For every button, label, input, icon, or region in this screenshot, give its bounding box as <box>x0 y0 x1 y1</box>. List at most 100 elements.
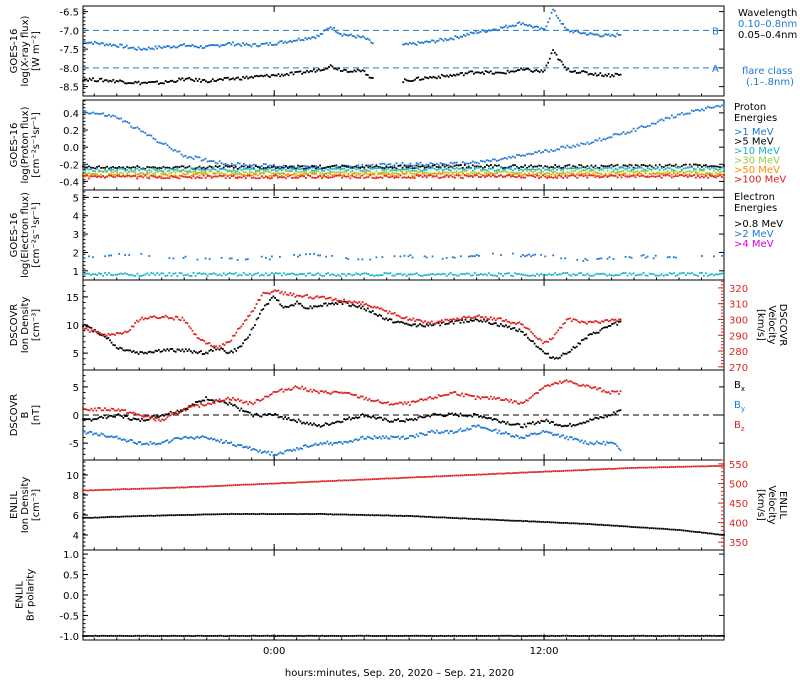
data-point <box>683 172 685 174</box>
data-point <box>468 256 470 258</box>
data-point <box>605 33 607 35</box>
data-point <box>424 76 426 78</box>
data-point <box>175 81 177 83</box>
data-point <box>335 168 337 170</box>
data-point <box>303 170 305 172</box>
data-point <box>124 350 126 352</box>
data-point <box>461 36 463 38</box>
data-point <box>421 79 423 81</box>
data-point <box>510 176 512 178</box>
data-point <box>639 172 641 174</box>
data-point <box>500 158 502 160</box>
data-point <box>375 437 377 439</box>
data-point <box>709 274 711 276</box>
data-point <box>261 168 263 170</box>
data-point <box>651 123 653 125</box>
data-point <box>478 173 480 175</box>
data-point <box>306 390 308 392</box>
data-point <box>254 324 256 326</box>
data-point <box>140 172 142 174</box>
data-point <box>370 311 372 313</box>
data-point <box>82 407 84 409</box>
data-point <box>503 421 505 423</box>
data-point <box>283 272 285 274</box>
data-point <box>512 175 514 177</box>
data-point <box>106 43 108 45</box>
data-point <box>372 415 374 417</box>
data-point <box>507 421 509 423</box>
data-point <box>362 413 364 415</box>
data-point <box>522 324 524 326</box>
data-point <box>175 172 177 174</box>
y-axis-label-line: [W m⁻²] <box>31 31 42 71</box>
data-point <box>404 438 406 440</box>
data-point <box>645 172 647 174</box>
data-point <box>451 38 453 40</box>
data-point <box>517 403 519 405</box>
data-point <box>111 435 113 437</box>
data-point <box>296 71 298 73</box>
data-point <box>406 418 408 420</box>
data-point <box>475 414 477 416</box>
data-point <box>150 316 152 318</box>
data-point <box>493 28 495 30</box>
data-point <box>227 42 229 44</box>
data-point <box>330 303 332 305</box>
data-point <box>580 173 582 175</box>
data-point <box>685 164 687 166</box>
data-point <box>183 43 185 45</box>
data-point <box>217 166 219 168</box>
data-point <box>556 175 558 177</box>
data-point <box>94 173 96 175</box>
data-point <box>562 272 564 274</box>
data-point <box>456 431 458 433</box>
data-point <box>315 424 317 426</box>
data-point <box>707 275 709 277</box>
data-point <box>180 411 182 413</box>
data-point <box>512 402 514 404</box>
data-point <box>567 381 569 383</box>
data-point <box>249 164 251 166</box>
data-point <box>232 352 234 354</box>
data-point <box>140 253 142 255</box>
data-point <box>559 327 561 329</box>
data-point <box>253 173 255 175</box>
data-point <box>265 273 267 275</box>
data-point <box>88 169 90 171</box>
data-point <box>568 146 570 148</box>
data-point <box>169 272 171 274</box>
data-point <box>399 438 401 440</box>
data-point <box>123 438 125 440</box>
data-point <box>580 170 582 172</box>
data-point <box>205 158 207 160</box>
data-point <box>428 415 430 417</box>
data-point <box>267 166 269 168</box>
data-point <box>243 174 245 176</box>
data-point <box>428 397 430 399</box>
data-point <box>141 317 143 319</box>
data-point <box>516 167 518 169</box>
data-point <box>148 415 150 417</box>
data-point <box>495 29 497 31</box>
data-point <box>119 410 121 412</box>
data-point <box>168 413 170 415</box>
data-point <box>625 256 627 258</box>
data-point <box>601 75 603 77</box>
data-point <box>285 274 287 276</box>
data-point <box>512 164 514 166</box>
data-point <box>643 164 645 166</box>
data-point <box>623 131 625 133</box>
data-point <box>271 291 273 293</box>
data-point <box>703 275 705 277</box>
data-point <box>263 169 265 171</box>
data-point <box>230 442 232 444</box>
data-point <box>158 317 160 319</box>
data-point <box>263 167 265 169</box>
data-point <box>560 146 562 148</box>
data-point <box>719 175 721 177</box>
data-point <box>454 274 456 276</box>
data-point <box>588 321 590 323</box>
data-point <box>378 167 380 169</box>
data-point <box>229 170 231 172</box>
data-point <box>193 333 195 335</box>
